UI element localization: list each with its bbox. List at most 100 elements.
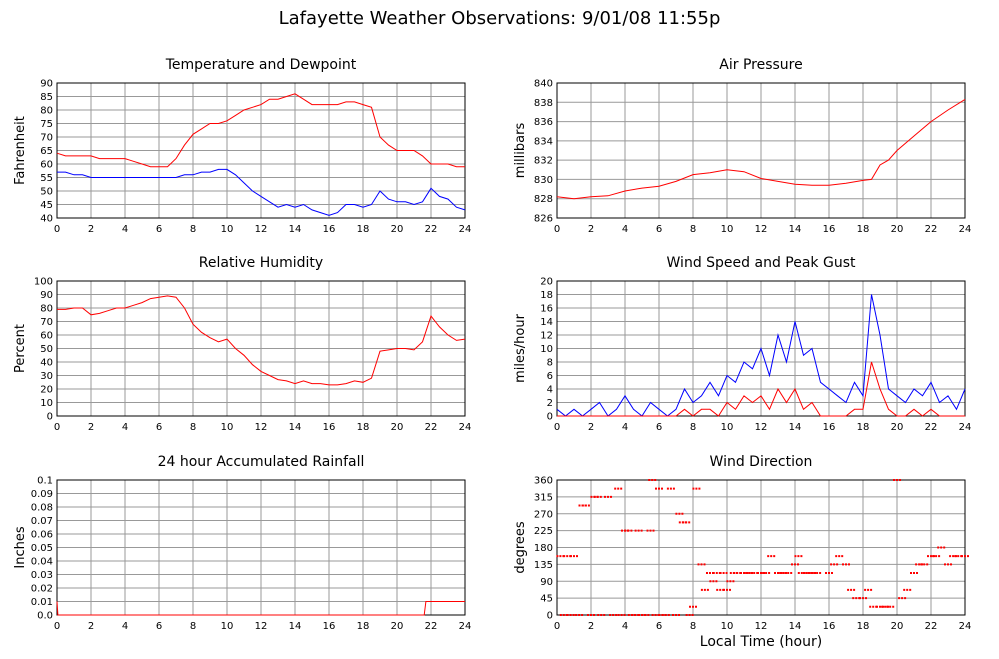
data-point [743, 572, 745, 574]
data-point [597, 614, 600, 616]
data-point [655, 487, 657, 490]
data-point [967, 555, 969, 558]
data-point [896, 479, 898, 481]
y-tick-label: 10 [40, 398, 53, 409]
y-tick-label: 0.01 [31, 597, 53, 608]
data-point [604, 495, 606, 498]
data-point [830, 563, 833, 566]
data-point [899, 479, 901, 481]
data-point [765, 572, 768, 574]
data-point [570, 555, 572, 558]
data-point [961, 555, 963, 558]
y-tick-label: 834 [534, 136, 553, 147]
data-point [732, 580, 735, 583]
x-tick-label: 24 [459, 621, 472, 632]
data-point [700, 588, 703, 591]
page-title: Lafayette Weather Observations: 9/01/08 … [278, 8, 721, 29]
data-point [667, 614, 670, 616]
data-point [782, 572, 785, 574]
data-point [631, 614, 634, 616]
x-tick-label: 0 [54, 422, 60, 433]
data-point [700, 563, 703, 566]
data-point [692, 605, 694, 608]
y-axis-label: Fahrenheit [13, 116, 28, 185]
x-tick-label: 6 [156, 621, 162, 632]
data-point [709, 580, 712, 583]
data-point [658, 487, 660, 490]
data-point [566, 555, 569, 558]
data-point [835, 555, 838, 558]
data-point [698, 487, 701, 490]
data-point [947, 563, 949, 566]
data-point [825, 572, 827, 574]
y-tick-label: 40 [40, 358, 53, 369]
data-point [634, 614, 637, 616]
data-point [719, 572, 722, 574]
data-point [587, 614, 589, 616]
y-tick-label: 830 [534, 175, 553, 186]
data-point [648, 479, 651, 481]
data-point [904, 597, 907, 600]
x-tick-label: 2 [588, 224, 594, 235]
x-tick-label: 18 [857, 422, 870, 433]
data-point [609, 614, 612, 616]
data-point [836, 563, 839, 566]
data-point [723, 588, 725, 591]
data-point [617, 614, 620, 616]
x-tick-label: 14 [789, 621, 802, 632]
x-tick-label: 0 [554, 224, 560, 235]
data-point [658, 614, 661, 616]
y-tick-label: 0.05 [31, 543, 53, 554]
data-point [901, 597, 904, 600]
data-point [697, 563, 700, 566]
data-point [864, 588, 867, 591]
data-point [819, 572, 822, 574]
series-line [56, 93, 465, 168]
data-point [848, 563, 850, 566]
x-tick-label: 10 [221, 422, 234, 433]
data-point [688, 521, 691, 524]
data-point [852, 597, 855, 600]
series-line [556, 98, 966, 200]
data-point [672, 487, 675, 490]
data-point [623, 614, 626, 616]
x-tick-label: 16 [823, 422, 836, 433]
y-tick-label: 0.07 [31, 516, 53, 527]
y-tick-label: 2 [547, 398, 553, 409]
data-point [581, 504, 584, 507]
chart-title: Air Pressure [719, 57, 802, 73]
data-point [726, 588, 728, 591]
data-point [706, 588, 709, 591]
data-point [610, 495, 612, 498]
data-point [725, 572, 728, 574]
data-point [903, 588, 906, 591]
y-tick-label: 4 [547, 385, 553, 396]
data-point [573, 555, 575, 558]
data-point [603, 614, 606, 616]
series-line [56, 601, 465, 616]
x-tick-label: 2 [588, 621, 594, 632]
data-point [859, 597, 861, 600]
data-point [853, 588, 856, 591]
y-tick-label: 20 [540, 277, 553, 288]
chart-title: Temperature and Dewpoint [165, 57, 357, 73]
x-tick-label: 12 [755, 422, 768, 433]
data-point [790, 572, 793, 574]
x-tick-label: 4 [122, 224, 128, 235]
x-tick-label: 6 [656, 224, 662, 235]
data-point [669, 487, 672, 490]
data-point [915, 563, 918, 566]
y-axis-label: Inches [13, 526, 28, 568]
y-tick-label: 360 [534, 476, 553, 487]
data-point [614, 487, 617, 490]
data-point [651, 479, 654, 481]
y-tick-label: 55 [40, 173, 53, 184]
y-tick-label: 30 [40, 371, 53, 382]
data-point [646, 529, 649, 532]
data-point [797, 563, 799, 566]
y-tick-label: 90 [40, 290, 53, 301]
x-tick-label: 16 [323, 422, 336, 433]
data-point [569, 614, 572, 616]
